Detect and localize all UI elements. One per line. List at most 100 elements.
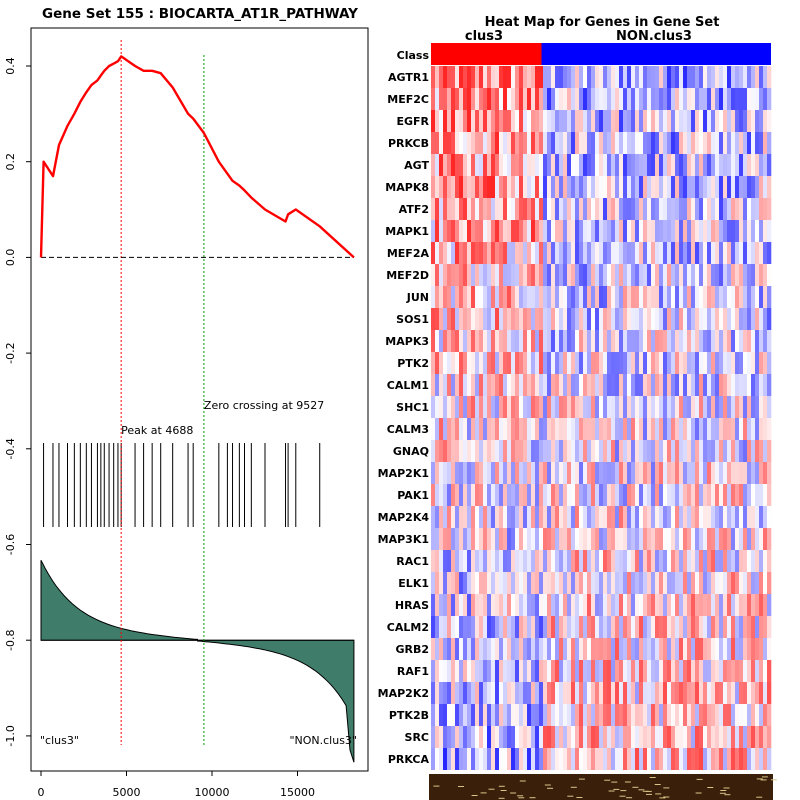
heatmap-cell xyxy=(723,242,728,264)
heatmap-cell xyxy=(739,286,744,308)
row-label-prkcb: PRKCB xyxy=(388,137,429,150)
heatmap-cell xyxy=(563,132,568,154)
heatmap-cell xyxy=(511,748,516,770)
heatmap-cell xyxy=(495,264,500,286)
heatmap-cell xyxy=(699,484,704,506)
bottom-strip-speck xyxy=(663,787,670,789)
heatmap-cell xyxy=(587,242,592,264)
heatmap-cell xyxy=(519,506,524,528)
heatmap-cell xyxy=(499,374,504,396)
heatmap-cell xyxy=(471,638,476,660)
heatmap-cell xyxy=(511,352,516,374)
heatmap-cell xyxy=(727,704,732,726)
heatmap-cell xyxy=(731,374,736,396)
heatmap-cell xyxy=(507,176,512,198)
bottom-strip-speck xyxy=(655,793,662,795)
heatmap-cell xyxy=(511,154,516,176)
heatmap-cell xyxy=(631,66,636,88)
heatmap-cell xyxy=(615,308,620,330)
heatmap-cell xyxy=(615,462,620,484)
heatmap-cell xyxy=(563,704,568,726)
heatmap-cell xyxy=(747,616,752,638)
heatmap-cell xyxy=(511,704,516,726)
heatmap-cell xyxy=(503,374,508,396)
heatmap-cell xyxy=(639,220,644,242)
heatmap-cell xyxy=(611,462,616,484)
heatmap-cell xyxy=(475,330,480,352)
heatmap-cell xyxy=(551,484,556,506)
heatmap-cell xyxy=(595,176,600,198)
heatmap-cell xyxy=(503,594,508,616)
heatmap-cell xyxy=(543,726,548,748)
heatmap-cell xyxy=(723,66,728,88)
heatmap-cell xyxy=(487,286,492,308)
heatmap-cell xyxy=(743,396,748,418)
heatmap-cell xyxy=(467,704,472,726)
heatmap-cell xyxy=(727,220,732,242)
heatmap-cell xyxy=(695,660,700,682)
heatmap-cell xyxy=(575,528,580,550)
heatmap-cell xyxy=(715,220,720,242)
heatmap-cell xyxy=(479,220,484,242)
heatmap-cell xyxy=(571,484,576,506)
heatmap-cell xyxy=(715,396,720,418)
heatmap-cell xyxy=(599,110,604,132)
heatmap-cell xyxy=(755,726,760,748)
heatmap-cell xyxy=(535,704,540,726)
heatmap-cell xyxy=(623,660,628,682)
heatmap-cell xyxy=(563,264,568,286)
heatmap-cell xyxy=(483,132,488,154)
heatmap-cell xyxy=(595,748,600,770)
heatmap-cell xyxy=(691,726,696,748)
heatmap-cell xyxy=(515,594,520,616)
heatmap-cell xyxy=(435,308,440,330)
heatmap-cell xyxy=(443,110,448,132)
heatmap-cell xyxy=(567,374,572,396)
heatmap-cell xyxy=(567,748,572,770)
heatmap-cell xyxy=(619,110,624,132)
heatmap-cell xyxy=(591,660,596,682)
heatmap-cell xyxy=(571,682,576,704)
heatmap-cell xyxy=(439,88,444,110)
heatmap-cell xyxy=(519,66,524,88)
heatmap-cell xyxy=(663,264,668,286)
heatmap-cell xyxy=(567,572,572,594)
heatmap-cell xyxy=(743,88,748,110)
heatmap-cell xyxy=(435,506,440,528)
heatmap-cell xyxy=(659,462,664,484)
heatmap-cell xyxy=(507,550,512,572)
heatmap-cell xyxy=(743,132,748,154)
heatmap-cell xyxy=(547,396,552,418)
heatmap-cell xyxy=(475,154,480,176)
heatmap-cell xyxy=(711,748,716,770)
heatmap-cell xyxy=(723,594,728,616)
heatmap-cell xyxy=(747,682,752,704)
heatmap-cell xyxy=(747,154,752,176)
heatmap-cell xyxy=(535,638,540,660)
heatmap-cell xyxy=(723,550,728,572)
heatmap-cell xyxy=(575,198,580,220)
heatmap-cell xyxy=(507,286,512,308)
heatmap-cell xyxy=(495,572,500,594)
heatmap-cell xyxy=(675,132,680,154)
heatmap-cell xyxy=(507,616,512,638)
heatmap-cell xyxy=(619,176,624,198)
heatmap-cell xyxy=(503,132,508,154)
heatmap-cell xyxy=(495,352,500,374)
bottom-strip-speck xyxy=(719,792,726,794)
heatmap-cell xyxy=(519,726,524,748)
heatmap-cell xyxy=(715,704,720,726)
bottom-strip-speck xyxy=(654,784,661,785)
heatmap-cell xyxy=(707,506,712,528)
heatmap-cell xyxy=(743,352,748,374)
bottom-strip-speck xyxy=(724,794,731,796)
heatmap-cell xyxy=(723,374,728,396)
heatmap-cell xyxy=(491,682,496,704)
heatmap-cell xyxy=(763,550,768,572)
heatmap-cell xyxy=(715,550,720,572)
heatmap-cell xyxy=(475,440,480,462)
heatmap-cell xyxy=(459,110,464,132)
heatmap-cell xyxy=(679,484,684,506)
heatmap-cell xyxy=(759,198,764,220)
heatmap-cell xyxy=(711,308,716,330)
